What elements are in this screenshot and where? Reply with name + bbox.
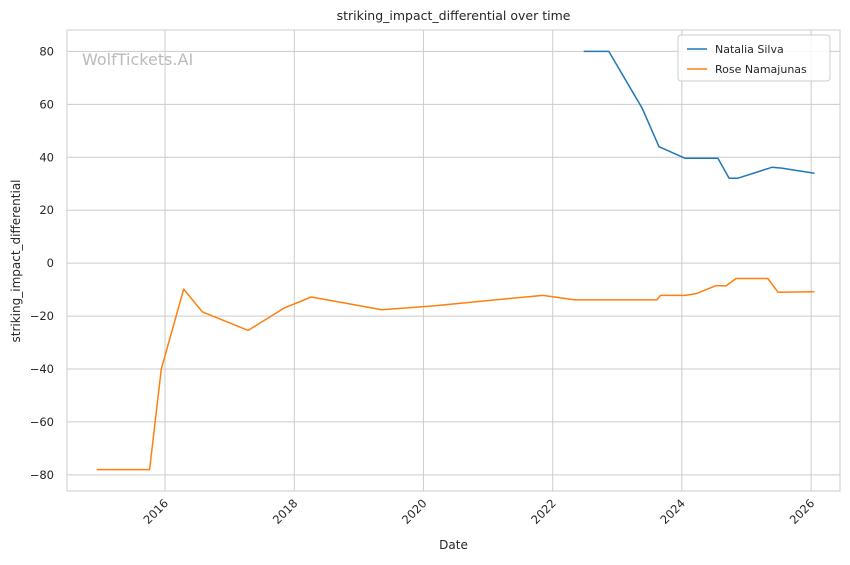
- y-tick-label: −20: [30, 309, 54, 323]
- y-tick-label: 60: [39, 97, 54, 111]
- legend-label: Natalia Silva: [715, 43, 784, 56]
- axes-frame: [66, 29, 841, 492]
- y-tick-label: 40: [39, 150, 54, 164]
- watermark-text: WolfTickets.AI: [82, 50, 193, 69]
- series-line-natalia-silva: [583, 50, 815, 179]
- x-axis-label: Date: [439, 538, 468, 552]
- grid-lines: [67, 30, 840, 491]
- y-tick-label: 80: [39, 44, 54, 58]
- series-line-rose-namajunas: [96, 277, 815, 471]
- y-axis-label: striking_impact_differential: [9, 179, 23, 342]
- y-tick-label: 0: [47, 256, 54, 270]
- y-tick-label: 20: [39, 203, 54, 217]
- plot-area-frame: [66, 29, 841, 492]
- series-lines: [96, 50, 815, 471]
- chart-title: striking_impact_differential over time: [337, 8, 571, 23]
- y-tick-label: −60: [30, 415, 54, 429]
- legend-label: Rose Namajunas: [715, 63, 807, 76]
- y-tick-label: −40: [30, 362, 54, 376]
- y-tick-label: −80: [30, 468, 54, 482]
- legend-box: [677, 34, 831, 82]
- y-tick-labels: 80 60 40 20 0 −20 −40 −60 −80: [30, 44, 54, 481]
- legend: Natalia Silva Rose Namajunas: [677, 34, 831, 82]
